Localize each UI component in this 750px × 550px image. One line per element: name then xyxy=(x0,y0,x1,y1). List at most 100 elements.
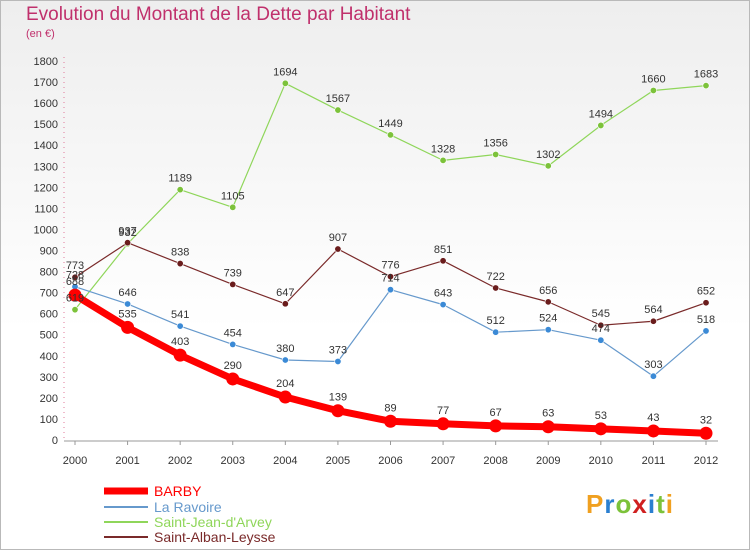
y-tick-label: 1000 xyxy=(34,224,58,236)
x-tick-label: 2012 xyxy=(694,455,718,467)
data-point-barby xyxy=(436,417,450,431)
data-point-la-ravoire xyxy=(597,336,605,344)
data-point-saint-alban-leysse xyxy=(439,257,447,265)
y-tick-label: 1200 xyxy=(34,182,58,194)
data-label-la-ravoire: 728 xyxy=(66,270,84,282)
y-tick-label: 1600 xyxy=(34,98,58,110)
x-tick-label: 2007 xyxy=(431,455,455,467)
data-point-saint-alban-leysse xyxy=(334,245,342,253)
data-label-saint-jean-d-arvey: 1328 xyxy=(431,143,455,155)
chart-unit: (en €) xyxy=(26,28,55,40)
data-label-barby: 89 xyxy=(384,402,396,414)
proxiti-logo: Proxiti xyxy=(586,489,674,520)
data-label-barby: 403 xyxy=(171,336,189,348)
data-label-saint-jean-d-arvey: 619 xyxy=(66,293,84,305)
y-tick-label: 300 xyxy=(40,372,58,384)
data-label-barby: 67 xyxy=(490,407,502,419)
y-tick-label: 1800 xyxy=(34,56,58,68)
data-label-la-ravoire: 646 xyxy=(118,287,136,299)
y-tick-label: 500 xyxy=(40,330,58,342)
y-tick-label: 1300 xyxy=(34,161,58,173)
data-label-saint-jean-d-arvey: 1683 xyxy=(694,69,718,81)
y-tick-label: 1700 xyxy=(34,77,58,89)
data-point-saint-jean-d-arvey xyxy=(71,306,79,314)
data-label-saint-alban-leysse: 907 xyxy=(329,232,347,244)
data-label-saint-alban-leysse: 545 xyxy=(592,308,610,320)
data-label-saint-alban-leysse: 722 xyxy=(486,271,504,283)
x-tick-label: 2011 xyxy=(642,455,666,467)
data-label-saint-alban-leysse: 776 xyxy=(381,260,399,272)
data-point-saint-alban-leysse xyxy=(229,280,237,288)
data-label-saint-alban-leysse: 773 xyxy=(66,260,84,272)
data-label-barby: 53 xyxy=(595,410,607,422)
logo-letter: P xyxy=(586,489,605,519)
legend-label-saint-alban-leysse: Saint-Alban-Leysse xyxy=(154,529,276,545)
x-tick-label: 2009 xyxy=(536,455,560,467)
legend-label-la-ravoire: La Ravoire xyxy=(154,499,222,515)
data-point-saint-jean-d-arvey xyxy=(649,86,657,94)
y-tick-label: 800 xyxy=(40,267,58,279)
data-point-la-ravoire xyxy=(229,340,237,348)
x-tick-label: 2000 xyxy=(63,455,87,467)
data-point-barby xyxy=(594,422,608,436)
data-label-saint-alban-leysse: 652 xyxy=(697,286,715,298)
data-point-la-ravoire xyxy=(439,301,447,309)
y-tick-label: 1100 xyxy=(34,203,58,215)
x-tick-label: 2008 xyxy=(483,455,507,467)
x-tick-label: 2003 xyxy=(221,455,245,467)
logo-letter: i xyxy=(665,489,674,519)
data-point-la-ravoire xyxy=(281,356,289,364)
data-point-barby xyxy=(541,420,555,434)
data-point-saint-alban-leysse xyxy=(544,298,552,306)
data-label-barby: 43 xyxy=(647,412,659,424)
data-label-barby: 204 xyxy=(276,378,294,390)
data-point-saint-jean-d-arvey xyxy=(386,131,394,139)
data-label-barby: 32 xyxy=(700,414,712,426)
data-label-la-ravoire: 454 xyxy=(224,327,242,339)
data-label-saint-jean-d-arvey: 1694 xyxy=(273,66,297,78)
data-point-barby xyxy=(173,348,187,362)
data-point-la-ravoire xyxy=(386,286,394,294)
data-label-barby: 63 xyxy=(542,408,554,420)
data-label-saint-jean-d-arvey: 1660 xyxy=(641,73,665,85)
axes: 0 100 200 300 400 500 600 700 800 900 1000 1100 1200… xyxy=(34,56,719,467)
y-tick-label: 1500 xyxy=(34,119,58,131)
logo-letter: t xyxy=(656,489,666,519)
data-label-saint-alban-leysse: 838 xyxy=(171,247,189,259)
data-point-saint-jean-d-arvey xyxy=(492,150,500,158)
data-label-saint-jean-d-arvey: 1567 xyxy=(326,93,350,105)
data-labels: 619 932 1189 1105 1694 1567 1449 1328 1356 1302 14… xyxy=(66,66,718,426)
data-point-saint-jean-d-arvey xyxy=(229,203,237,211)
data-point-la-ravoire xyxy=(176,322,184,330)
data-label-la-ravoire: 512 xyxy=(486,315,504,327)
data-point-saint-jean-d-arvey xyxy=(544,162,552,170)
data-point-saint-alban-leysse xyxy=(281,300,289,308)
data-point-saint-alban-leysse xyxy=(124,239,132,247)
data-label-la-ravoire: 474 xyxy=(592,323,610,335)
logo-letter: o xyxy=(615,489,633,519)
data-point-saint-jean-d-arvey xyxy=(597,121,605,129)
data-label-saint-jean-d-arvey: 1105 xyxy=(221,190,245,202)
data-point-la-ravoire xyxy=(124,300,132,308)
data-label-saint-alban-leysse: 564 xyxy=(644,304,662,316)
y-tick-label: 900 xyxy=(40,246,58,258)
data-point-saint-alban-leysse xyxy=(702,299,710,307)
data-label-saint-alban-leysse: 937 xyxy=(118,226,136,238)
data-label-la-ravoire: 303 xyxy=(644,359,662,371)
y-tick-label: 400 xyxy=(40,351,58,363)
y-tick-label: 700 xyxy=(40,288,58,300)
data-point-saint-alban-leysse xyxy=(649,317,657,325)
data-label-la-ravoire: 714 xyxy=(381,273,399,285)
x-tick-label: 2002 xyxy=(168,455,192,467)
data-point-barby xyxy=(384,414,397,428)
data-point-saint-jean-d-arvey xyxy=(281,79,289,87)
data-point-saint-jean-d-arvey xyxy=(176,186,184,194)
data-label-la-ravoire: 541 xyxy=(171,309,189,321)
data-label-barby: 688 xyxy=(66,276,84,288)
y-tick-label: 100 xyxy=(40,414,58,426)
x-tick-label: 2005 xyxy=(326,455,350,467)
data-label-la-ravoire: 518 xyxy=(697,314,715,326)
data-point-saint-jean-d-arvey xyxy=(702,82,710,90)
data-label-saint-alban-leysse: 851 xyxy=(434,244,452,256)
